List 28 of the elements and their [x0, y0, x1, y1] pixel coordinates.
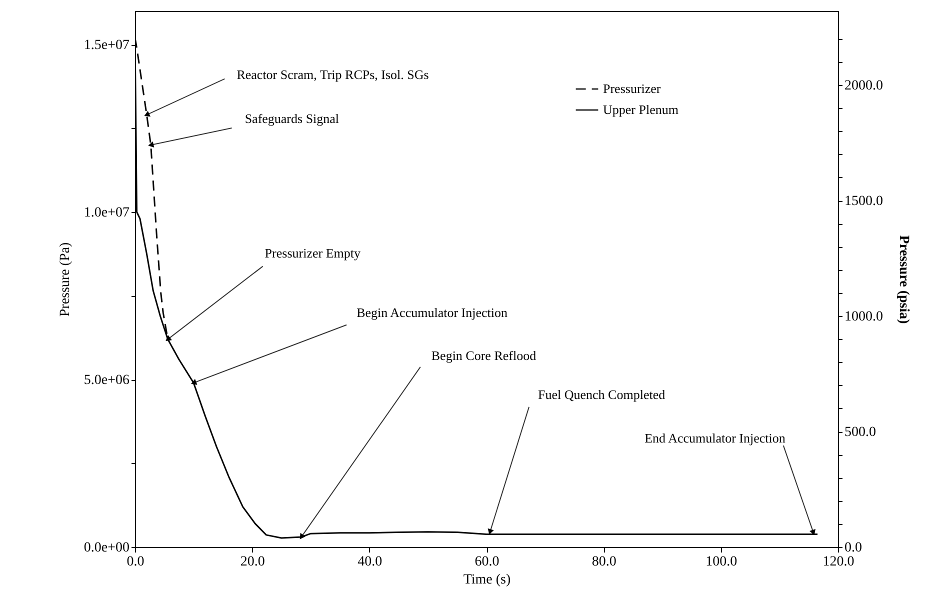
y-tick-label: 5.0e+06	[84, 373, 130, 388]
legend-label: Upper Plenum	[603, 102, 678, 117]
annotation: Fuel Quench Completed	[538, 386, 666, 402]
y2-tick-label: 2000.0	[844, 78, 883, 94]
x-tick-label: 20.0	[240, 554, 265, 570]
x-tick-label: 60.0	[474, 554, 500, 570]
annotation: Pressurizer Empty	[264, 245, 361, 260]
y-tick-label: 0.0e+00	[84, 540, 130, 556]
y2-tick-label: 0.0	[844, 540, 862, 556]
y2-tick-label: 1500.0	[844, 194, 883, 210]
x-tick-label: 80.0	[592, 554, 616, 570]
y-tick-label: 1.0e+07	[84, 206, 130, 220]
annotation: Begin Accumulator Injection	[356, 304, 508, 320]
annotation: Begin Core Reflood	[431, 348, 537, 363]
x-tick-label: 0.0	[126, 554, 144, 570]
y-axis-title: Pressure (Pa)	[58, 242, 73, 317]
y2-tick-label: 1000.0	[844, 310, 883, 325]
x-axis-title: Time (s)	[463, 572, 511, 588]
y-tick-label: 1.5e+07	[84, 38, 130, 53]
annotation: Safeguards Signal	[244, 111, 340, 126]
x-tick-label: 100.0	[706, 554, 738, 570]
x-tick-label: 120.0	[822, 554, 854, 570]
y2-axis-title: Pressure (psia)	[896, 235, 911, 324]
legend-label: Pressurizer	[603, 81, 662, 96]
annotation: End Accumulator Injection	[644, 430, 786, 446]
annotation: Reactor Scram, Trip RCPs, Isol. SGs	[236, 66, 429, 82]
x-tick-label: 40.0	[358, 554, 382, 570]
y2-tick-label: 500.0	[844, 425, 876, 440]
